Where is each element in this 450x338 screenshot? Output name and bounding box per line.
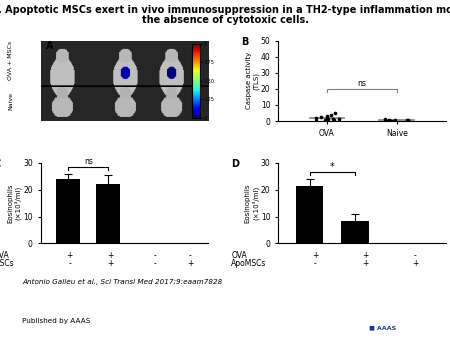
Text: the absence of cytotoxic cells.: the absence of cytotoxic cells. xyxy=(141,15,309,25)
Point xyxy=(335,116,342,122)
Y-axis label: Eosinophils
(×10³/ml): Eosinophils (×10³/ml) xyxy=(7,184,22,223)
Point xyxy=(382,118,389,123)
Text: +: + xyxy=(362,251,369,260)
Point xyxy=(329,117,336,122)
Text: ns: ns xyxy=(84,158,93,166)
Point xyxy=(313,118,320,123)
Text: +: + xyxy=(362,259,369,268)
Bar xyxy=(96,184,120,243)
Text: Naive: Naive xyxy=(8,92,13,110)
Text: Science
Translational
Medicine: Science Translational Medicine xyxy=(362,292,403,309)
Point xyxy=(330,118,338,123)
Bar xyxy=(296,186,324,243)
Text: OVA + MSCs: OVA + MSCs xyxy=(8,41,13,80)
Text: D: D xyxy=(231,159,239,169)
Point xyxy=(390,118,397,124)
Point xyxy=(331,110,338,116)
Point xyxy=(328,112,335,117)
Point xyxy=(324,116,332,121)
Text: B: B xyxy=(241,37,249,47)
Text: OVA: OVA xyxy=(0,251,9,260)
Bar xyxy=(56,179,81,243)
Text: Antonio Galleu et al., Sci Transl Med 2017;9:eaam7828: Antonio Galleu et al., Sci Transl Med 20… xyxy=(22,279,223,285)
Text: -: - xyxy=(154,259,157,268)
Text: -: - xyxy=(414,251,417,260)
Text: MSCs: MSCs xyxy=(0,259,14,268)
Y-axis label: Eosinophils
(×10³/ml): Eosinophils (×10³/ml) xyxy=(245,184,259,223)
Bar xyxy=(324,321,441,335)
Text: -: - xyxy=(189,251,192,260)
Point xyxy=(324,114,331,119)
Text: C: C xyxy=(0,159,1,169)
Text: OVA: OVA xyxy=(231,251,247,260)
Text: +: + xyxy=(187,259,194,268)
Point xyxy=(403,118,410,123)
Text: -: - xyxy=(68,259,71,268)
Text: ■ AAAS: ■ AAAS xyxy=(369,325,396,331)
Point xyxy=(324,116,331,121)
Point xyxy=(313,115,320,121)
Text: +: + xyxy=(412,259,418,268)
Point xyxy=(388,118,395,123)
Point xyxy=(404,117,411,122)
Text: -: - xyxy=(154,251,157,260)
Text: +: + xyxy=(107,259,113,268)
Text: *: * xyxy=(330,162,335,172)
Text: +: + xyxy=(107,251,113,260)
Y-axis label: Caspase activity
(TLS): Caspase activity (TLS) xyxy=(246,52,259,110)
Bar xyxy=(342,221,369,243)
Text: ns: ns xyxy=(357,79,366,88)
Point xyxy=(322,117,329,122)
Text: Fig. 6. Apoptotic MSCs exert in vivo immunosuppression in a TH2-type inflammatio: Fig. 6. Apoptotic MSCs exert in vivo imm… xyxy=(0,5,450,15)
Point xyxy=(318,114,325,120)
Text: Published by AAAS: Published by AAAS xyxy=(22,318,91,324)
Text: ApoMSCs: ApoMSCs xyxy=(231,259,267,268)
Text: +: + xyxy=(67,251,73,260)
Point xyxy=(392,117,399,123)
Point xyxy=(386,118,393,123)
Point xyxy=(381,117,388,122)
Text: A: A xyxy=(45,41,53,51)
Text: -: - xyxy=(314,259,316,268)
Text: +: + xyxy=(312,251,318,260)
